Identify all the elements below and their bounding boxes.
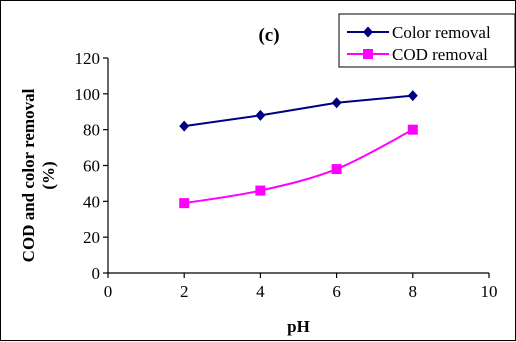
- y-tick-label: 100: [75, 85, 101, 104]
- legend-items: Color removal COD removal: [347, 23, 491, 64]
- x-tick-label: 0: [104, 282, 113, 301]
- y-tick-label: 60: [83, 157, 100, 176]
- y-tick-label: 80: [83, 121, 100, 140]
- x-tick-label: 4: [256, 282, 265, 301]
- series-line: [184, 128, 414, 205]
- series-cod-removal: [179, 124, 418, 209]
- data-point-diamond: [407, 90, 418, 102]
- legend-item: Color removal: [347, 23, 491, 42]
- legend-marker-diamond: [363, 26, 373, 38]
- x-tick-label: 10: [481, 282, 498, 301]
- y-tick-label: 40: [83, 192, 100, 211]
- legend-item: COD removal: [347, 45, 488, 64]
- x-tick-label: 6: [332, 282, 341, 301]
- x-axis-title: pH: [287, 317, 310, 336]
- data-point-square: [407, 124, 418, 135]
- legend: Color removal COD removal: [338, 13, 516, 68]
- legend-label: COD removal: [392, 45, 488, 64]
- series-line: [184, 94, 413, 128]
- y-axis-title-line-2: (%): [39, 161, 58, 189]
- series-color-removal: [179, 90, 418, 132]
- y-axis-title: COD and color removal (%): [19, 88, 58, 262]
- y-tick-label: 0: [92, 264, 101, 283]
- y-ticks: 0 20 40 60 80 100 120: [75, 49, 108, 283]
- data-point-diamond: [179, 120, 190, 132]
- data-point-square: [179, 198, 190, 209]
- data-point-square: [255, 185, 266, 196]
- legend-marker-square: [363, 49, 373, 59]
- data-point-square: [331, 164, 342, 175]
- y-tick-label: 20: [83, 228, 100, 247]
- x-tick-label: 2: [180, 282, 189, 301]
- y-tick-label: 120: [75, 49, 101, 68]
- data-point-diamond: [331, 97, 342, 109]
- legend-label: Color removal: [392, 23, 491, 42]
- panel-label: (c): [258, 25, 279, 46]
- y-axis-title-line-1: COD and color removal: [19, 88, 38, 262]
- x-ticks: 0 2 4 6 8 10: [104, 273, 498, 301]
- series-layer: [179, 90, 418, 209]
- data-point-diamond: [255, 109, 266, 121]
- x-tick-label: 8: [409, 282, 418, 301]
- axes: 0 20 40 60 80 100 120 0 2 4 6 8 10: [75, 49, 498, 301]
